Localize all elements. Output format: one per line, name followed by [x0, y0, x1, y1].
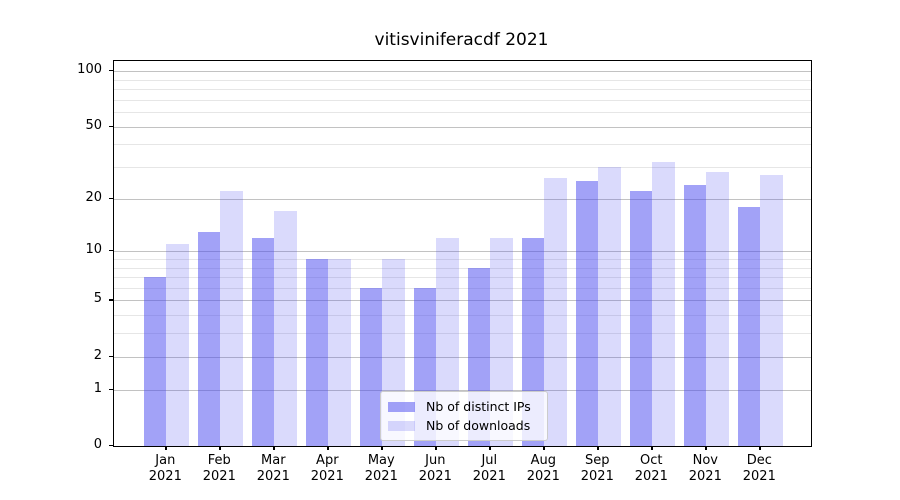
bar-downloads-oct	[652, 161, 675, 446]
bar-downloads-nov	[706, 172, 729, 446]
y-tick-2	[109, 355, 113, 357]
gridline-minor-4	[114, 315, 811, 317]
x-tick-label-sep: Sep 2021	[580, 453, 614, 484]
x-tick-jan	[165, 446, 167, 451]
x-tick-label-mar: Mar 2021	[256, 453, 290, 484]
y-tick-label-0: 0	[93, 437, 102, 452]
x-tick-oct	[651, 446, 653, 451]
gridline-minor-6	[114, 287, 811, 289]
gridline-minor-70	[114, 99, 811, 101]
gridline-minor-40	[114, 144, 811, 146]
x-tick-mar	[273, 446, 275, 451]
gridline-minor-30	[114, 167, 811, 168]
gridline-major-5	[114, 300, 811, 302]
gridline-minor-80	[114, 89, 811, 90]
bar-distinct-ips-apr	[305, 258, 329, 446]
y-tick-label-10: 10	[85, 242, 102, 258]
gridline-minor-8	[114, 267, 811, 269]
bar-downloads-aug	[544, 178, 567, 446]
gridline-minor-90	[114, 79, 811, 81]
gridline-major-20	[114, 198, 811, 200]
bar-downloads-jan	[166, 244, 189, 446]
legend-item-distinct-ips: Nb of distinct IPs	[388, 397, 540, 416]
y-tick-label-100: 100	[77, 62, 102, 77]
x-tick-label-aug: Aug 2021	[526, 453, 560, 484]
bar-distinct-ips-may	[359, 287, 383, 446]
y-tick-5	[109, 299, 113, 301]
x-tick-jul	[489, 446, 491, 451]
bar-downloads-dec	[760, 175, 783, 446]
y-tick-10	[109, 250, 113, 252]
y-tick-1	[109, 388, 113, 390]
y-tick-100	[109, 70, 113, 72]
x-tick-label-jul: Jul 2021	[472, 453, 506, 484]
x-tick-apr	[327, 446, 329, 451]
gridline-minor-7	[114, 277, 811, 278]
x-tick-label-may: May 2021	[364, 453, 398, 484]
y-tick-label-50: 50	[85, 117, 102, 133]
bar-downloads-mar	[274, 211, 297, 446]
legend: Nb of distinct IPs Nb of downloads	[380, 391, 548, 441]
y-tick-label-2: 2	[93, 347, 102, 363]
y-tick-0	[109, 445, 113, 447]
x-tick-label-apr: Apr 2021	[310, 453, 344, 484]
x-tick-label-dec: Dec 2021	[742, 453, 776, 484]
chart-title: vitisviniferacdf 2021	[374, 30, 549, 50]
gridline-major-2	[114, 356, 811, 358]
bar-distinct-ips-mar	[251, 237, 275, 446]
plot-area: Nb of distinct IPs Nb of downloads	[113, 60, 812, 447]
x-tick-label-jan: Jan 2021	[148, 453, 182, 484]
x-tick-label-nov: Nov 2021	[688, 453, 722, 484]
x-tick-jun	[435, 446, 437, 451]
bar-distinct-ips-nov	[683, 184, 707, 446]
legend-item-downloads: Nb of downloads	[388, 416, 540, 435]
legend-label-downloads: Nb of downloads	[426, 418, 531, 433]
bar-distinct-ips-dec	[737, 206, 761, 446]
bar-distinct-ips-jan	[143, 277, 167, 446]
gridline-minor-60	[114, 112, 811, 113]
x-tick-may	[381, 446, 383, 451]
x-tick-label-jun: Jun 2021	[418, 453, 452, 484]
bar-downloads-apr	[328, 258, 351, 446]
gridline-major-100	[114, 71, 811, 72]
bar-downloads-sep	[598, 167, 621, 446]
x-tick-nov	[705, 446, 707, 451]
y-tick-label-5: 5	[93, 291, 102, 307]
gridline-major-10	[114, 251, 811, 253]
bar-distinct-ips-feb	[197, 231, 221, 446]
bar-downloads-feb	[220, 191, 243, 446]
gridline-minor-9	[114, 258, 811, 260]
x-tick-dec	[759, 446, 761, 451]
y-tick-label-1: 1	[93, 380, 102, 396]
legend-label-distinct-ips: Nb of distinct IPs	[426, 399, 531, 414]
gridline-major-50	[114, 126, 811, 128]
y-tick-label-20: 20	[85, 189, 102, 205]
gridline-major-1	[114, 389, 811, 391]
bar-distinct-ips-oct	[629, 191, 653, 446]
x-tick-label-oct: Oct 2021	[634, 453, 668, 484]
x-tick-aug	[543, 446, 545, 451]
y-tick-50	[109, 125, 113, 127]
legend-swatch-downloads	[388, 420, 415, 431]
legend-swatch-distinct-ips	[388, 401, 415, 412]
bar-distinct-ips-sep	[575, 181, 599, 446]
gridline-minor-3	[114, 333, 811, 335]
x-tick-sep	[597, 446, 599, 451]
x-tick-label-feb: Feb 2021	[202, 453, 236, 484]
x-tick-feb	[219, 446, 221, 451]
y-tick-20	[109, 197, 113, 199]
